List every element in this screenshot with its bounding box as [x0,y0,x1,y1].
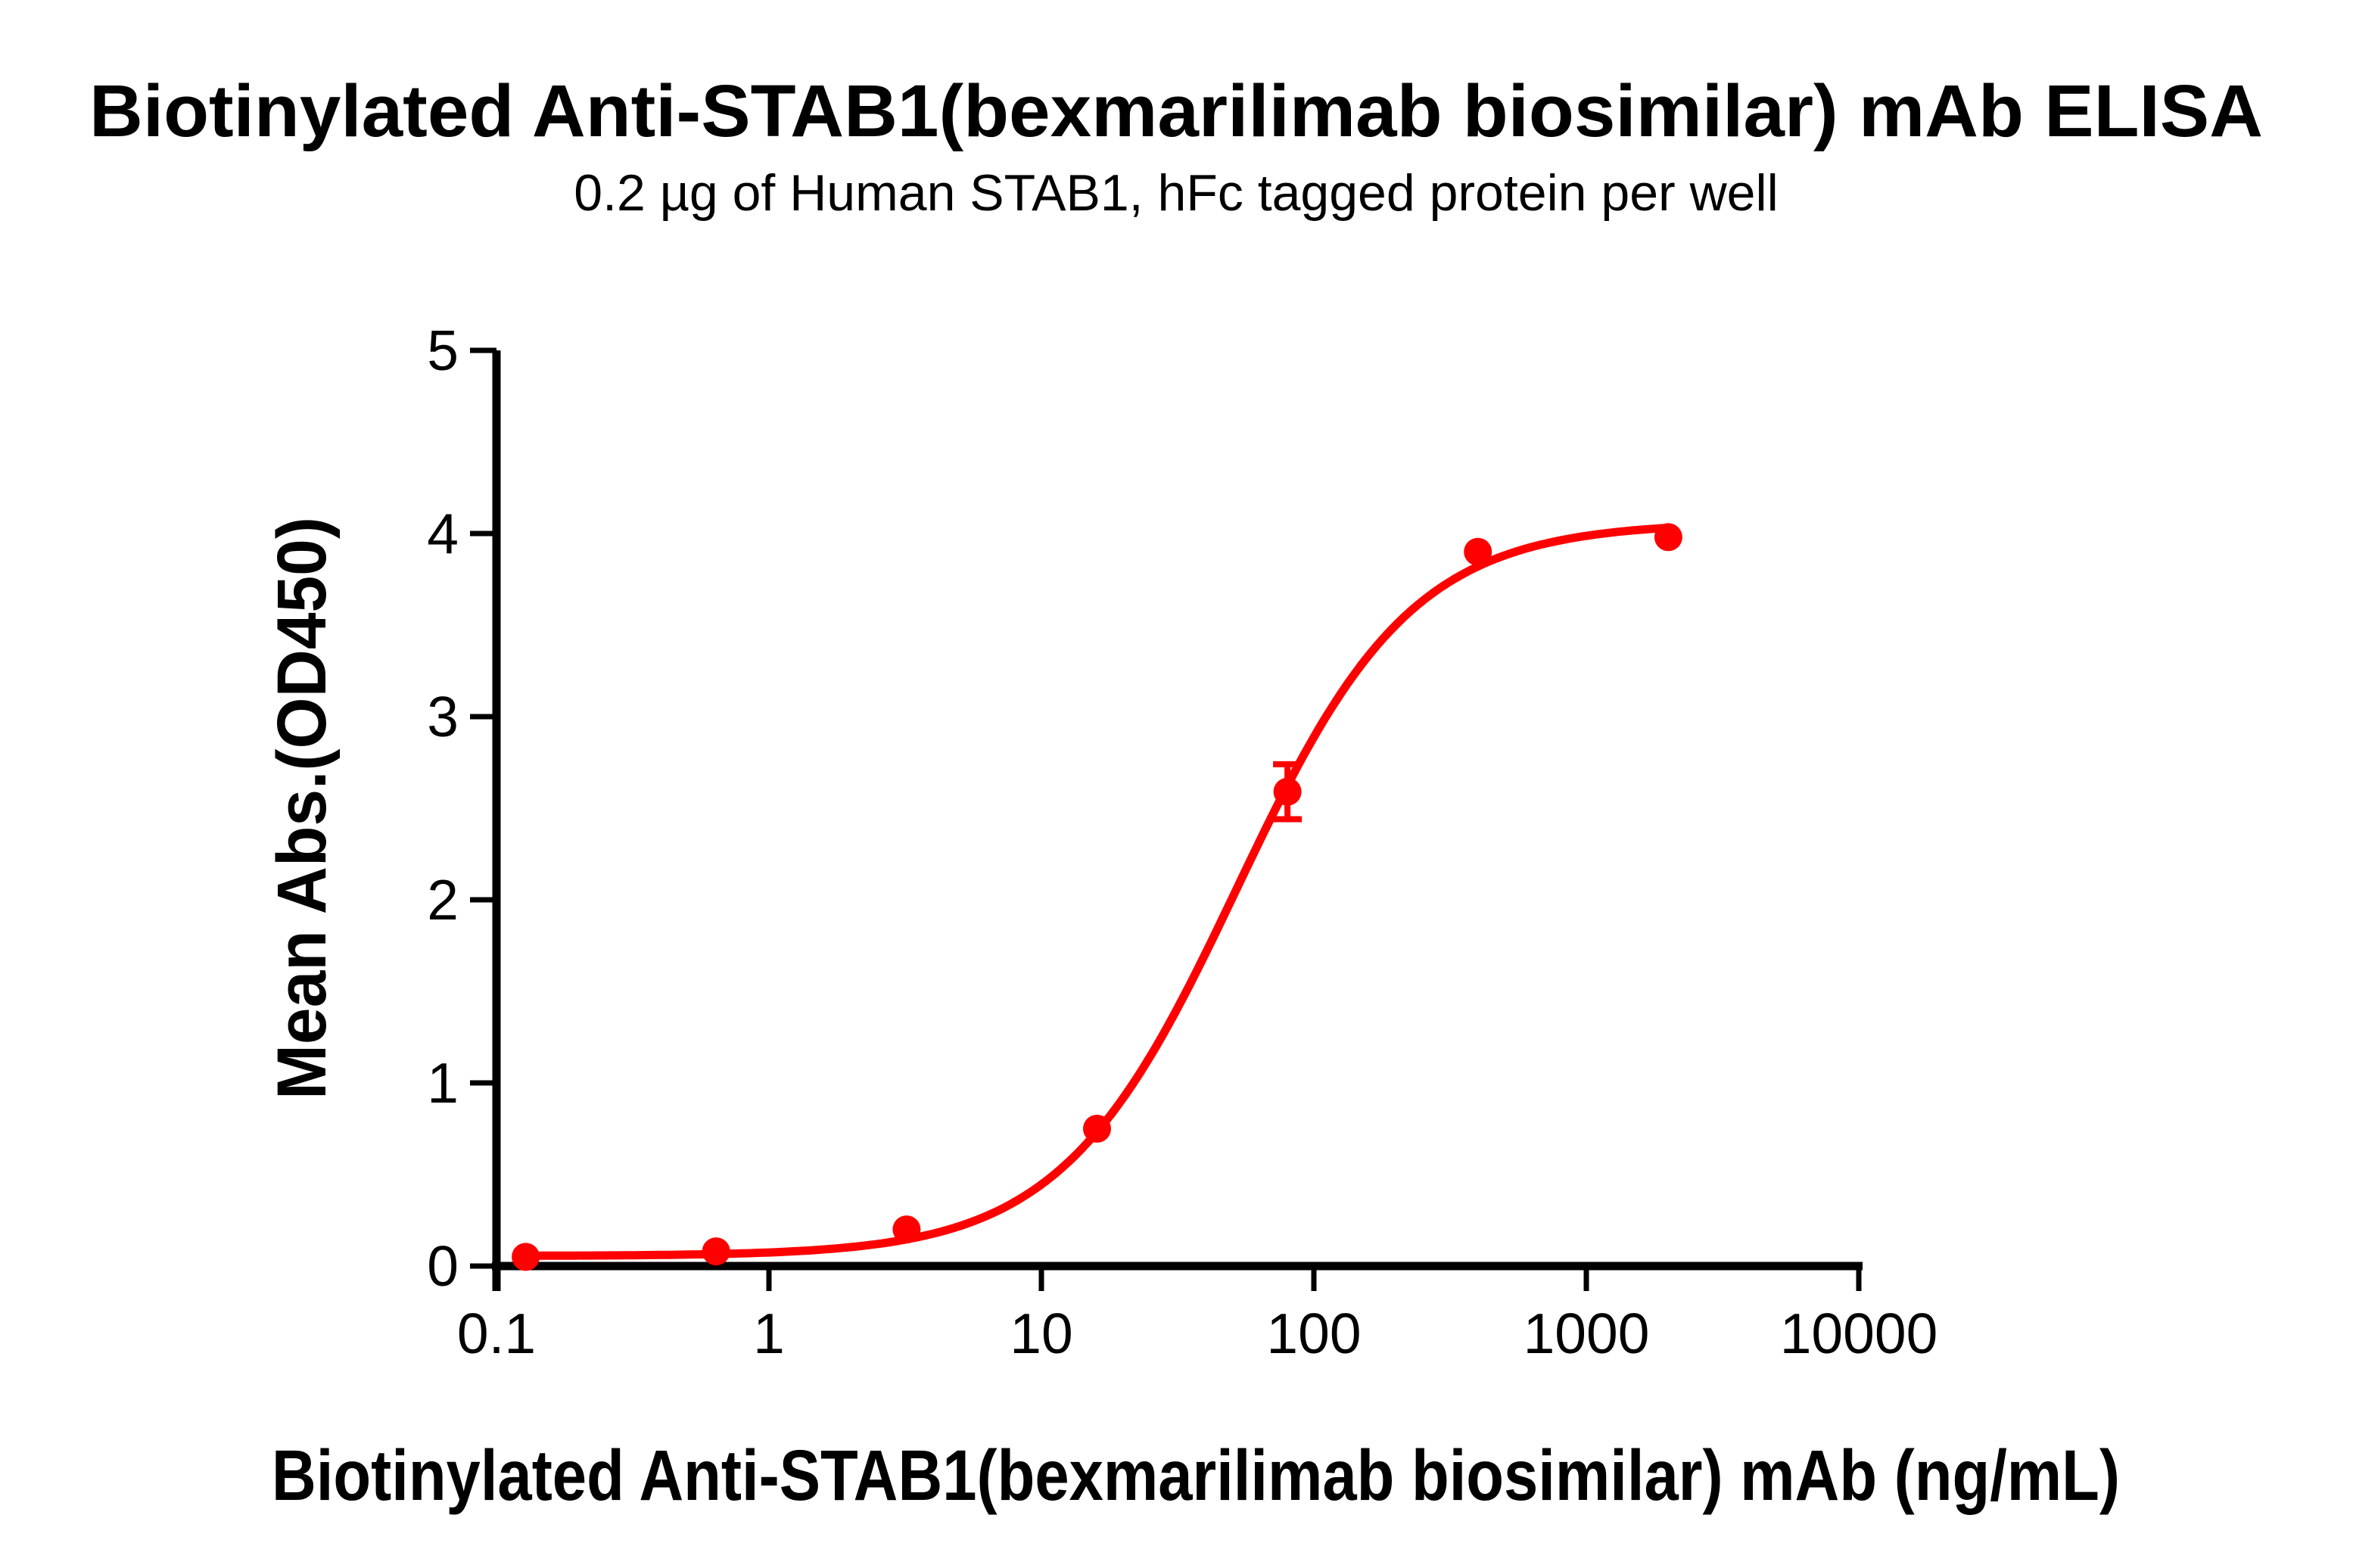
x-tick-label: 100 [1266,1302,1361,1365]
y-tick-label: 0 [427,1234,459,1298]
x-tick-label: 10 [1010,1302,1072,1365]
y-tick-label: 5 [427,319,459,382]
x-tick-label: 10000 [1780,1302,1938,1365]
x-tick-label: 1000 [1524,1302,1650,1365]
chart-title: Biotinylated Anti-STAB1(bexmarilimab bio… [89,70,2263,152]
data-point [1083,1115,1111,1143]
y-tick-label: 1 [427,1051,459,1115]
y-tick-label: 4 [427,502,459,565]
data-point [1464,537,1492,566]
x-axis-title: Biotinylated Anti-STAB1(bexmarilimab bio… [272,1436,2120,1516]
y-axis-title: Mean Abs.(OD450) [263,517,341,1100]
data-point [1654,523,1682,552]
x-tick-label: 1 [753,1302,785,1365]
axes: 0 1 2 3 4 5 0.1 1 10 100 1000 10000 [427,319,1937,1365]
fit-curve [521,524,1673,1260]
y-tick-label: 3 [427,685,459,748]
x-tick-label: 0.1 [457,1302,536,1365]
chart-subtitle: 0.2 µg of Human STAB1, hFc tagged protei… [574,164,1778,222]
y-tick-label: 2 [427,868,459,932]
data-point [512,1243,540,1271]
data-series [512,523,1682,1271]
data-point [892,1215,921,1244]
data-point [702,1237,730,1266]
data-point [1273,777,1302,806]
